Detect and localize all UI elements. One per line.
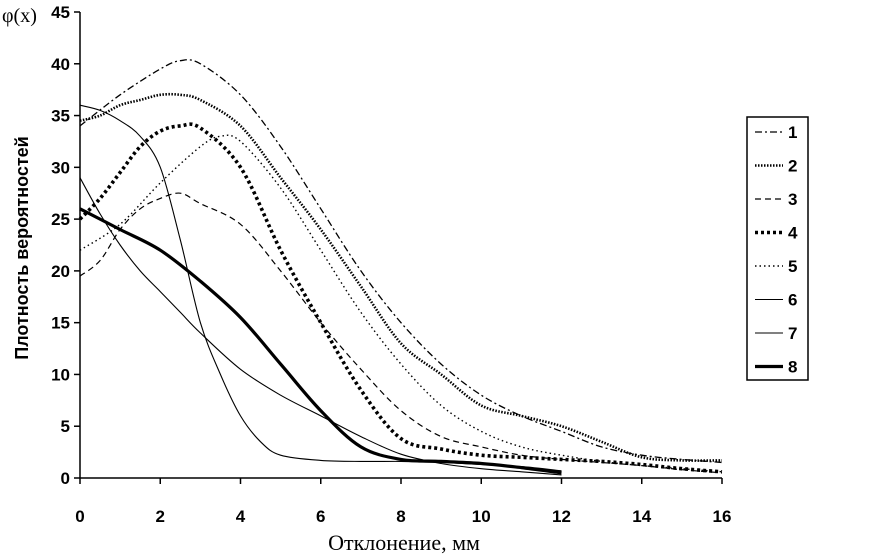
y-tick-label: 30 <box>51 158 70 177</box>
y-tick-label: 0 <box>61 469 70 488</box>
series-line-4 <box>78 122 723 474</box>
y-tick-label: 15 <box>51 314 70 333</box>
series-layer <box>78 59 723 476</box>
x-tick-label: 4 <box>236 507 246 526</box>
y-tick-label: 40 <box>51 55 70 74</box>
y-tick-label: 20 <box>51 262 70 281</box>
legend-box <box>746 116 809 381</box>
series-line-3 <box>79 192 723 474</box>
y-tick-label: 10 <box>51 365 70 384</box>
y-tick-label: 5 <box>61 417 70 436</box>
x-axis-label: Отклонение, мм <box>328 530 480 555</box>
series-line-2 <box>79 92 723 462</box>
legend-label-7: 7 <box>788 324 797 343</box>
legend-label-3: 3 <box>788 190 797 209</box>
y-axis-label: Плотность вероятностей <box>12 136 32 359</box>
series-line-7 <box>79 177 562 476</box>
x-tick-label: 8 <box>396 507 405 526</box>
y-top-label: φ(x) <box>2 5 37 27</box>
x-tick-label: 12 <box>552 507 571 526</box>
x-tick-label: 16 <box>713 507 732 526</box>
series-line-5 <box>79 134 723 473</box>
legend-label-1: 1 <box>788 123 797 142</box>
y-tick-label: 25 <box>51 210 70 229</box>
x-tick-label: 0 <box>75 507 84 526</box>
legend-label-5: 5 <box>788 257 797 276</box>
x-tick-label: 10 <box>472 507 491 526</box>
legend-label-4: 4 <box>788 224 798 243</box>
legend-label-8: 8 <box>788 358 797 377</box>
y-tick-label: 45 <box>51 3 70 22</box>
x-tick-label: 2 <box>156 507 165 526</box>
legend-label-2: 2 <box>788 157 797 176</box>
legend: 1 2 3 4 5 6 7 8 <box>746 116 809 381</box>
y-tick-label: 35 <box>51 107 70 126</box>
legend-label-6: 6 <box>788 291 797 310</box>
series-line-1 <box>79 59 723 464</box>
x-tick-label: 14 <box>632 507 651 526</box>
x-tick-label: 6 <box>316 507 325 526</box>
series-line-8 <box>79 207 562 475</box>
axes: 0 5 10 15 20 25 30 35 40 45 0 2 4 6 8 10 12 14 16 <box>51 3 731 526</box>
